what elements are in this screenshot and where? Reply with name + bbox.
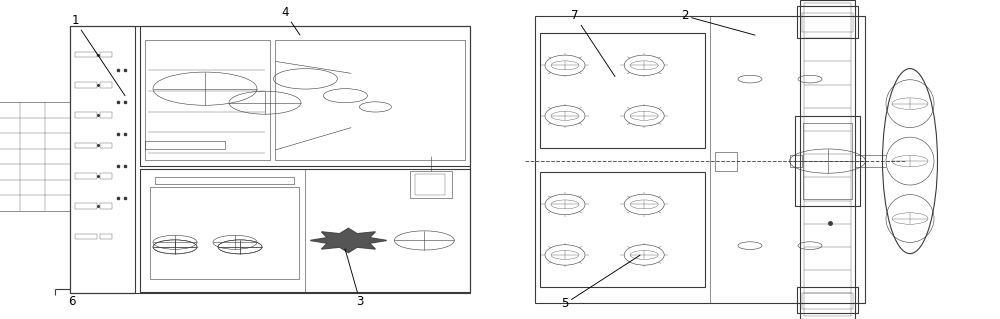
Bar (795, 116, 860, 206)
Bar (75, 173, 97, 179)
Bar (75, 82, 97, 88)
Bar (75, 203, 97, 209)
Bar (803, 123, 852, 199)
Bar (0, 102, 70, 211)
Bar (100, 203, 112, 209)
Bar (535, 16, 865, 303)
Text: 6: 6 (68, 295, 76, 308)
Bar (145, 40, 270, 160)
Bar (100, 234, 112, 239)
Bar (75, 52, 97, 57)
Bar (540, 33, 705, 148)
Text: 2: 2 (681, 10, 755, 35)
Bar (790, 155, 802, 167)
Bar (410, 171, 452, 198)
Bar (275, 40, 465, 160)
Bar (100, 143, 112, 148)
Bar (802, 13, 853, 32)
Bar (797, 287, 858, 313)
Bar (75, 143, 97, 148)
Bar (804, 3, 851, 316)
Bar (100, 112, 112, 118)
Bar (150, 187, 299, 279)
Bar (415, 174, 445, 195)
Bar (70, 26, 135, 293)
Text: 1: 1 (71, 14, 125, 96)
Text: 7: 7 (571, 10, 615, 77)
Polygon shape (310, 228, 386, 253)
Text: 3: 3 (345, 249, 364, 308)
Bar (70, 26, 470, 293)
Bar (75, 234, 97, 239)
Circle shape (335, 236, 362, 245)
Text: 4: 4 (281, 6, 300, 35)
Bar (802, 293, 853, 309)
Bar (100, 52, 112, 57)
Bar (540, 172, 705, 287)
Text: 5: 5 (561, 255, 640, 310)
Bar (100, 173, 112, 179)
Bar (75, 112, 97, 118)
Bar (145, 141, 225, 149)
Bar (140, 26, 470, 166)
Bar (140, 169, 470, 292)
Bar (715, 152, 737, 171)
Bar (797, 6, 858, 38)
Bar (800, 0, 855, 319)
Bar (100, 82, 112, 88)
Bar (155, 177, 294, 184)
